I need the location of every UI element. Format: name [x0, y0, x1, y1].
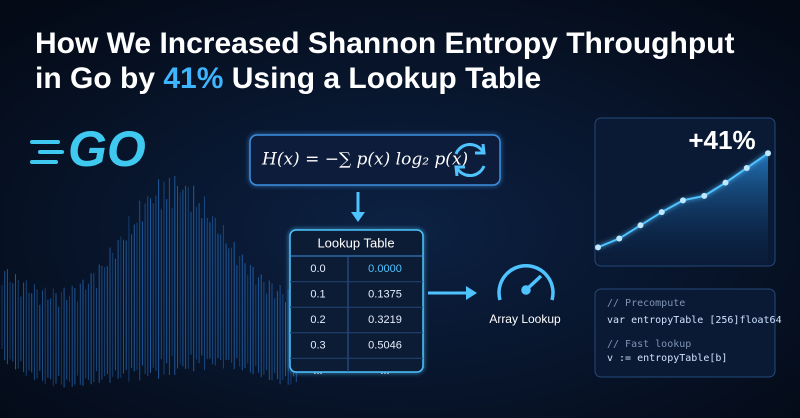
- code-box: [594, 288, 776, 378]
- table-cell: 0.0: [310, 263, 325, 275]
- logo-text: GO: [68, 121, 146, 177]
- chart-point: [765, 150, 771, 157]
- code-line: // Fast lookup: [607, 339, 691, 350]
- arrow: [351, 192, 365, 222]
- chart-point: [637, 222, 644, 229]
- table-title: Lookup Table: [317, 235, 394, 250]
- table-cell: 0.5046: [368, 339, 402, 351]
- table-cell: 0.2: [310, 314, 325, 326]
- chart-point: [680, 197, 686, 204]
- chart-point: [616, 235, 623, 242]
- refresh-icon: [454, 142, 486, 178]
- table-cell: 0.1375: [368, 288, 402, 300]
- gauge-icon: [497, 264, 555, 301]
- code-line: v := entropyTable[b]: [607, 353, 727, 364]
- code-line: // Precompute: [607, 298, 685, 309]
- formula: H(x) = −∑ p(x) log₂ p(x): [261, 150, 468, 170]
- title-line: How We Increased Shannon Entropy Through…: [35, 27, 734, 60]
- chart-point: [701, 192, 708, 199]
- table-cell: ...: [313, 365, 322, 377]
- table-cell: 0.1: [310, 288, 325, 300]
- wave-decoration: [1, 175, 297, 388]
- go-logo: GO: [30, 121, 146, 177]
- gauge-label: Array Lookup: [489, 312, 561, 326]
- table-cell: 0.3: [310, 339, 325, 351]
- chart-label: +41%: [688, 125, 755, 155]
- table-box: [289, 229, 424, 373]
- table-cell: 0.0000: [368, 263, 402, 275]
- chart-point: [658, 209, 665, 216]
- chart-point: [743, 164, 750, 171]
- table-cell: 0.3219: [368, 314, 402, 326]
- formula-box: [249, 134, 501, 186]
- chart-area: [598, 153, 768, 265]
- chart-point: [595, 244, 601, 251]
- table-cell: ...: [380, 365, 389, 377]
- title-line: in Go by 41% Using a Lookup Table: [35, 62, 541, 95]
- chart-point: [722, 179, 729, 186]
- arrow: [428, 286, 477, 300]
- code-line: var entropyTable [256]float64: [607, 315, 782, 326]
